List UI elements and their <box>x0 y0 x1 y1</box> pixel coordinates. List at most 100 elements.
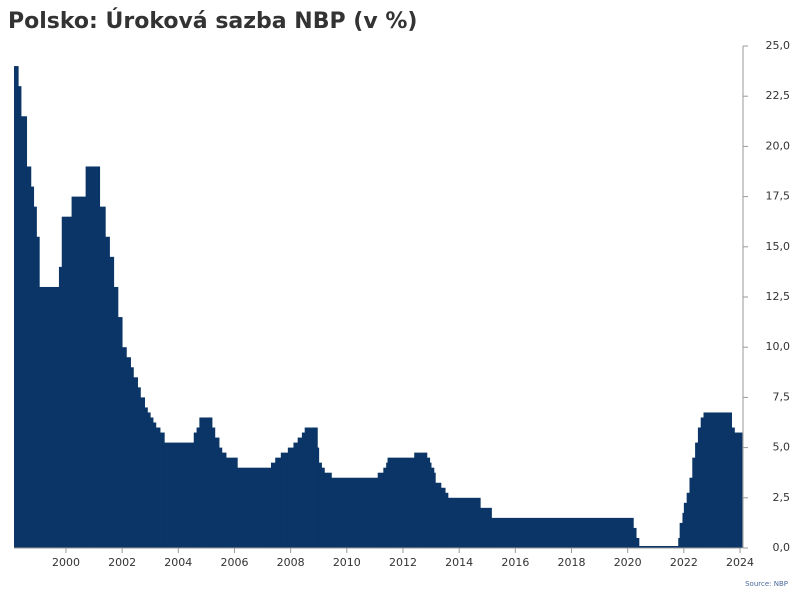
step-bar <box>429 462 432 548</box>
source: Source: NBP <box>745 580 788 588</box>
step-bar <box>377 472 384 548</box>
step-bar <box>21 116 28 548</box>
step-bar <box>331 477 379 548</box>
step-bar <box>33 206 37 548</box>
step-bar <box>126 357 131 548</box>
step-bar <box>414 452 428 548</box>
y-tick-label: 17,5 <box>766 190 791 203</box>
step-bar <box>731 427 735 548</box>
x-tick-label: 2012 <box>389 556 417 569</box>
step-bar <box>130 367 134 548</box>
y-tick-label: 20,0 <box>766 139 791 152</box>
step-bar <box>122 347 127 548</box>
step-bar <box>275 457 282 548</box>
step-bar <box>144 407 148 548</box>
y-tick-label: 7,5 <box>773 390 791 403</box>
x-tick-label: 2004 <box>164 556 192 569</box>
step-bar <box>133 377 138 548</box>
x-tick-label: 2008 <box>277 556 305 569</box>
x-tick-label: 2000 <box>52 556 80 569</box>
step-bar <box>155 427 161 548</box>
step-bar <box>734 432 743 548</box>
step-bar <box>30 186 35 548</box>
step-bar <box>137 387 141 548</box>
step-bar <box>682 512 685 548</box>
step-bar <box>147 412 151 548</box>
step-bar <box>105 236 110 548</box>
step-bar <box>321 467 325 548</box>
y-tick-label: 12,5 <box>766 290 791 303</box>
step-bar <box>61 216 72 548</box>
step-bar <box>431 467 435 548</box>
step-bar <box>212 427 216 548</box>
step-bar <box>638 545 679 548</box>
step-bar <box>304 427 318 548</box>
x-tick-label: 2024 <box>726 556 754 569</box>
x-tick-label: 2020 <box>614 556 642 569</box>
step-bar <box>193 432 197 548</box>
step-bar <box>445 492 449 548</box>
step-bar <box>318 462 322 548</box>
step-bar <box>633 527 637 548</box>
x-tick-label: 2006 <box>220 556 248 569</box>
y-tick-label: 22,5 <box>766 89 791 102</box>
step-bar <box>433 472 436 548</box>
step-bar <box>317 447 320 548</box>
step-bar <box>58 266 63 548</box>
step-bar <box>703 412 733 548</box>
x-tick-label: 2016 <box>501 556 529 569</box>
step-bar <box>39 286 60 548</box>
step-bar <box>301 432 306 548</box>
step-bar <box>426 457 431 548</box>
step-bar <box>153 422 157 548</box>
step-bar <box>491 517 634 548</box>
step-bar <box>99 206 106 548</box>
step-bar <box>697 427 702 548</box>
step-bar <box>692 457 696 548</box>
step-bar <box>383 467 387 548</box>
step-bar <box>695 442 699 548</box>
step-bar <box>199 417 213 548</box>
step-bar <box>109 256 115 548</box>
step-bar <box>435 482 442 548</box>
step-bar <box>160 432 165 548</box>
step-bar <box>71 196 87 548</box>
step-bar <box>14 66 19 548</box>
y-tick-label: 10,0 <box>766 340 791 353</box>
step-bar <box>386 462 388 548</box>
y-tick-label: 25,0 <box>766 39 791 52</box>
step-bar <box>221 452 227 548</box>
step-bar <box>280 452 289 548</box>
step-bar <box>293 442 299 548</box>
step-bar <box>36 236 40 548</box>
step-bar <box>219 447 223 548</box>
step-bar <box>679 522 683 548</box>
step-bar <box>686 492 690 548</box>
chart-title: Polsko: Úroková sazba NBP (v %) <box>8 8 417 34</box>
x-tick-label: 2018 <box>558 556 586 569</box>
step-bar <box>270 462 276 548</box>
y-tick-label: 15,0 <box>766 240 791 253</box>
step-bar <box>150 417 154 548</box>
x-tick-label: 2014 <box>445 556 473 569</box>
step-bar <box>480 507 492 548</box>
step-bar <box>700 417 704 548</box>
step-bar <box>214 437 220 548</box>
step-bar <box>447 497 481 548</box>
step-bar <box>297 437 303 548</box>
x-tick-label: 2010 <box>333 556 361 569</box>
step-bar <box>117 317 123 548</box>
y-tick-label: 5,0 <box>773 441 791 454</box>
step-bar <box>196 427 200 548</box>
step-bar <box>140 397 146 548</box>
step-bar <box>636 537 640 548</box>
step-bar <box>26 166 32 549</box>
x-tick-label: 2002 <box>108 556 136 569</box>
x-tick-label: 2022 <box>670 556 698 569</box>
step-bar <box>18 86 22 548</box>
step-bar <box>226 457 238 548</box>
step-bar <box>287 447 294 548</box>
step-bar <box>164 442 195 548</box>
